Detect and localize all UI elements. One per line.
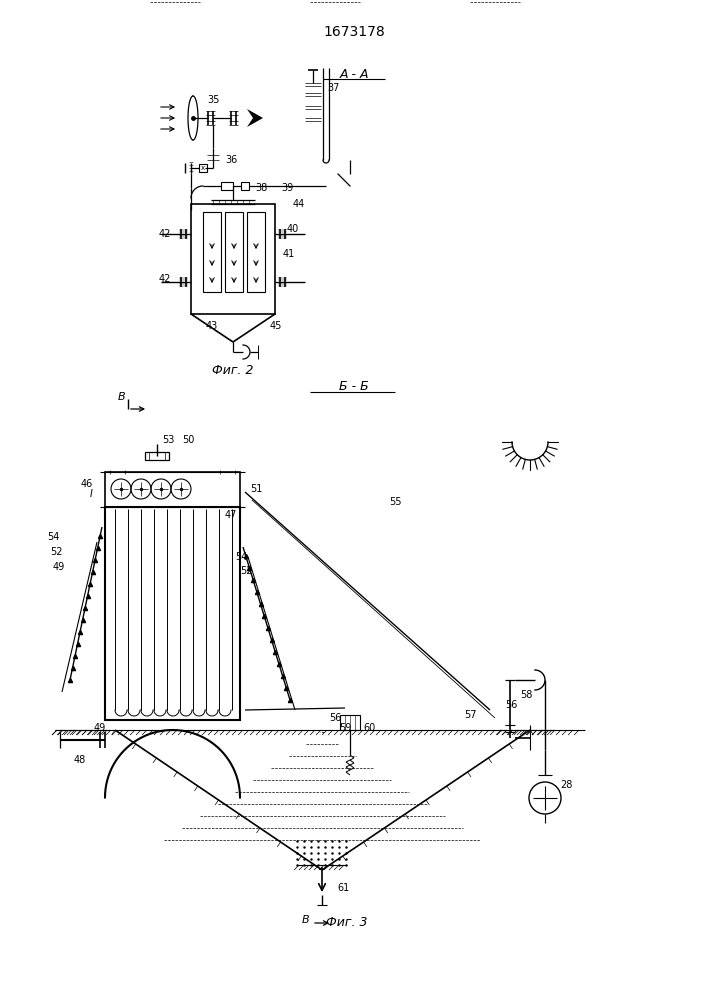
- Text: 56: 56: [505, 700, 518, 710]
- Text: x: x: [201, 165, 205, 171]
- Bar: [203, 212, 221, 292]
- Bar: [105, 472, 240, 507]
- Bar: [340, 715, 360, 730]
- Bar: [145, 452, 169, 460]
- Text: 54: 54: [47, 532, 60, 542]
- Text: 39: 39: [281, 183, 293, 193]
- Text: 43: 43: [206, 321, 218, 331]
- Text: 28: 28: [560, 780, 573, 790]
- Text: 51: 51: [250, 484, 262, 494]
- Text: 60: 60: [364, 723, 376, 733]
- Bar: [225, 212, 243, 292]
- Text: 41: 41: [283, 249, 296, 259]
- Text: 36: 36: [225, 155, 238, 165]
- Text: 50: 50: [182, 435, 194, 445]
- Text: 42: 42: [158, 274, 171, 284]
- Text: 37: 37: [327, 83, 339, 93]
- Bar: [247, 212, 265, 292]
- Text: 57: 57: [464, 710, 477, 720]
- Bar: [241, 182, 249, 190]
- Text: Фиг. 2: Фиг. 2: [212, 363, 254, 376]
- Text: 52: 52: [50, 547, 63, 557]
- Text: 53: 53: [162, 435, 175, 445]
- Text: 42: 42: [158, 229, 171, 239]
- Text: Б - Б: Б - Б: [339, 380, 369, 393]
- Text: I: I: [90, 489, 93, 499]
- Text: А - А: А - А: [339, 68, 369, 81]
- Text: 59: 59: [339, 723, 351, 733]
- Text: 45: 45: [270, 321, 282, 331]
- Text: 35: 35: [207, 95, 219, 105]
- Text: В: В: [302, 915, 310, 925]
- Text: В: В: [118, 392, 126, 402]
- Text: 46: 46: [81, 479, 93, 489]
- Text: 49: 49: [53, 562, 65, 572]
- Bar: [191, 204, 275, 314]
- Text: 56: 56: [329, 713, 341, 723]
- Text: 58: 58: [520, 690, 532, 700]
- Text: 40: 40: [287, 224, 299, 234]
- Polygon shape: [247, 109, 263, 127]
- Text: 1673178: 1673178: [323, 25, 385, 39]
- Text: 49: 49: [94, 723, 106, 733]
- Text: 38: 38: [255, 183, 267, 193]
- Text: 47: 47: [225, 510, 238, 520]
- Text: 54: 54: [235, 552, 247, 562]
- Text: 55: 55: [389, 497, 402, 507]
- Text: Фиг. 3: Фиг. 3: [326, 916, 368, 928]
- Text: 61: 61: [337, 883, 349, 893]
- Bar: [221, 182, 233, 190]
- Bar: [105, 507, 240, 720]
- Bar: [199, 164, 207, 172]
- Text: 44: 44: [293, 199, 305, 209]
- Text: 52: 52: [240, 566, 252, 576]
- Text: 48: 48: [74, 755, 86, 765]
